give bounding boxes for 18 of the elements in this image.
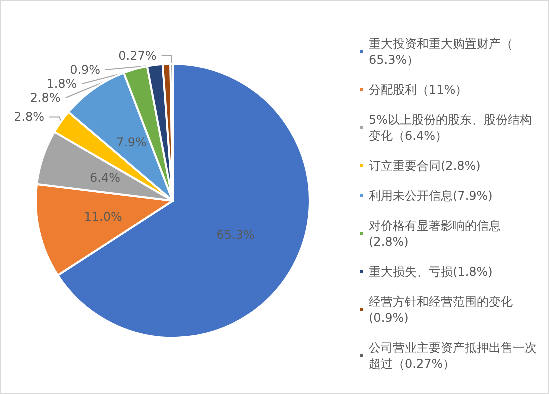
- legend-label: 经营方针和经营范围的变化(0.9%): [369, 295, 513, 325]
- legend-label: 公司营业主要资产抵押出售一次超过（0.27%）: [369, 341, 537, 371]
- data-label: 7.9%: [116, 136, 147, 150]
- data-label: 65.3%: [216, 228, 255, 242]
- data-label: 11.0%: [84, 210, 122, 224]
- data-label: 0.9%: [70, 63, 101, 78]
- data-label: 0.27%: [118, 49, 157, 64]
- data-label: 2.8%: [30, 91, 61, 106]
- legend-label: 5%以上股份的股东、股份结构变化（6.4%）: [369, 113, 532, 143]
- data-label: 6.4%: [90, 171, 120, 186]
- legend-label: 重大损失、亏损(1.8%): [369, 265, 493, 279]
- data-label: 2.8%: [14, 110, 45, 124]
- legend-label: 分配股利（11%）: [369, 83, 468, 97]
- legend-label: 对价格有显著影响的信息(2.8%): [369, 219, 501, 249]
- legend-label: 利用未公开信息(7.9%): [369, 189, 493, 203]
- legend-label: 重大投资和重大购置财产（65.3%）: [369, 37, 513, 67]
- data-label: 1.8%: [46, 77, 78, 92]
- legend-label: 订立重要合同(2.8%): [369, 159, 481, 173]
